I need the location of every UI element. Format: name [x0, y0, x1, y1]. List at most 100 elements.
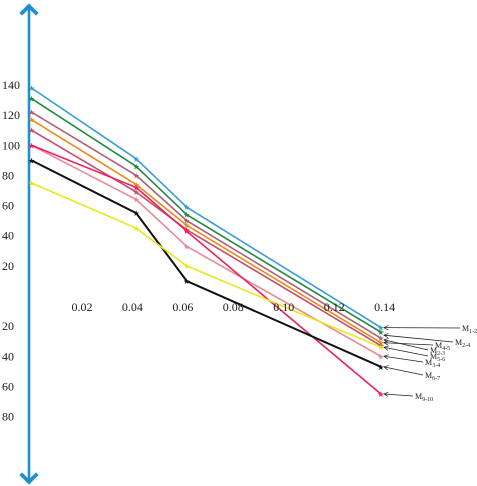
data-point-8-3: ★: [377, 343, 384, 352]
y-tick-label: 60: [2, 199, 14, 213]
data-point-7-1: ★: [133, 209, 140, 218]
legend-arrow: [384, 367, 424, 376]
data-point-1-2: ★: [183, 211, 190, 220]
y-tick-label: 20: [2, 259, 14, 273]
legend-arrow: [384, 340, 429, 351]
legend-arrow: [384, 335, 454, 343]
x-tick-label: 0.08: [223, 300, 244, 314]
data-point-0-0: ★: [28, 84, 35, 93]
legend-sub: 1-2: [469, 329, 477, 335]
data-point-3-3: ★: [377, 339, 384, 348]
data-point-0-3: ★: [377, 324, 384, 333]
legend-label-3: M4-5: [384, 341, 450, 352]
legend-text: M1-2: [462, 324, 477, 335]
legend-main: M: [430, 352, 437, 361]
legend-arrow: [384, 343, 434, 345]
data-point-4-0: ★: [28, 126, 35, 135]
series-8: ★★★★: [28, 179, 385, 352]
legend-label-4: M5-6: [384, 347, 445, 363]
x-tick-label: 0.02: [71, 300, 92, 314]
legend-sub: 9-10: [422, 397, 433, 403]
legend-text: M9-10: [415, 392, 433, 403]
series-1: ★★★★: [28, 95, 385, 338]
legend-sub: 6-7: [432, 376, 440, 382]
data-point-1-3: ★: [377, 328, 384, 337]
data-point-6-3: ★: [377, 390, 384, 399]
legend-labels: M1-2M2-4M2-3M4-5M5-6M3-4M6-7M9-10: [384, 324, 477, 403]
data-point-8-0: ★: [28, 179, 35, 188]
legend-label-5: M3-4: [384, 356, 440, 369]
y-tick-label: 80: [2, 168, 14, 182]
legend-label-2: M2-3: [384, 340, 445, 357]
data-point-4-1: ★: [133, 188, 140, 197]
series-layer: ★★★★★★★★★★★★★★★★★★★★★★★★★★★★★★★★★★★★: [28, 84, 385, 399]
series-line-2: [31, 111, 382, 339]
y-tick-label: 140: [2, 78, 20, 92]
data-point-5-3: ★: [377, 352, 384, 361]
data-point-6-0: ★: [28, 141, 35, 150]
data-point-7-0: ★: [28, 156, 35, 165]
legend-label-7: M9-10: [384, 392, 433, 403]
legend-sub: 2-3: [437, 351, 445, 357]
y-tick-labels: 140 120 100 80 60 40 20 20 40 60 80: [2, 78, 20, 424]
legend-label-6: M6-7: [384, 367, 440, 382]
data-point-4-3: ★: [377, 342, 384, 351]
series-line-1: [31, 97, 382, 333]
data-point-5-2: ★: [183, 242, 190, 251]
legend-arrow: [384, 394, 414, 396]
legend-main: M: [425, 358, 432, 367]
data-point-2-0: ★: [28, 108, 35, 117]
legend-label-0: M1-2: [384, 324, 477, 335]
x-tick-label: 0.14: [374, 300, 395, 314]
x-tick-label: 0.10: [273, 300, 294, 314]
series-line-7: [31, 159, 382, 368]
legend-arrow: [384, 347, 429, 357]
y-tick-label: 60: [2, 379, 14, 393]
legend-arrow: [384, 356, 424, 363]
data-point-6-2: ★: [183, 227, 190, 236]
legend-sub: 5-6: [437, 357, 445, 363]
legend-text: M3-4: [425, 358, 440, 369]
legend-text: M6-7: [425, 371, 440, 382]
data-point-8-2: ★: [183, 262, 190, 271]
legend-text: M2-3: [430, 346, 445, 357]
y-tick-label: 40: [2, 229, 14, 243]
y-tick-label: 80: [2, 410, 14, 424]
data-point-7-3: ★: [377, 363, 384, 372]
legend-main: M: [435, 341, 442, 350]
data-point-3-1: ★: [133, 180, 140, 189]
data-point-5-1: ★: [133, 196, 140, 205]
legend-label-1: M 2-4: [384, 335, 470, 349]
legend-sub: 4-5: [442, 346, 450, 352]
data-point-1-1: ★: [133, 162, 140, 171]
data-point-2-1: ★: [133, 171, 140, 180]
x-tick-label: 0.06: [172, 300, 193, 314]
series-line-6: [31, 144, 382, 395]
legend-main: M: [462, 324, 469, 333]
series-line-4: [31, 129, 382, 347]
data-point-2-3: ★: [377, 334, 384, 343]
data-point-7-2: ★: [183, 277, 190, 286]
series-5: ★★★★: [28, 141, 385, 361]
legend-main: M: [415, 392, 422, 401]
y-tick-label: 20: [2, 319, 14, 333]
series-line-0: [31, 87, 382, 329]
series-3: ★★★★: [28, 116, 385, 348]
x-tick-labels: 0.02 0.04 0.06 0.08 0.10 0.12 0.14: [71, 300, 395, 314]
data-point-3-0: ★: [28, 116, 35, 125]
x-tick-label: 0.04: [122, 300, 143, 314]
legend-sub: 2-4: [462, 343, 470, 349]
y-tick-label: 40: [2, 349, 14, 363]
y-tick-label: 120: [2, 108, 20, 122]
data-point-0-2: ★: [183, 203, 190, 212]
legend-text: M5-6: [430, 352, 445, 363]
series-4: ★★★★: [28, 126, 385, 351]
data-point-6-1: ★: [133, 183, 140, 192]
legend-text: M2-4: [455, 338, 470, 349]
data-point-1-0: ★: [28, 95, 35, 104]
legend-sub: 3-4: [432, 363, 440, 369]
legend-main: M: [425, 371, 432, 380]
data-point-2-2: ★: [183, 217, 190, 226]
series-6: ★★★★: [28, 141, 385, 399]
